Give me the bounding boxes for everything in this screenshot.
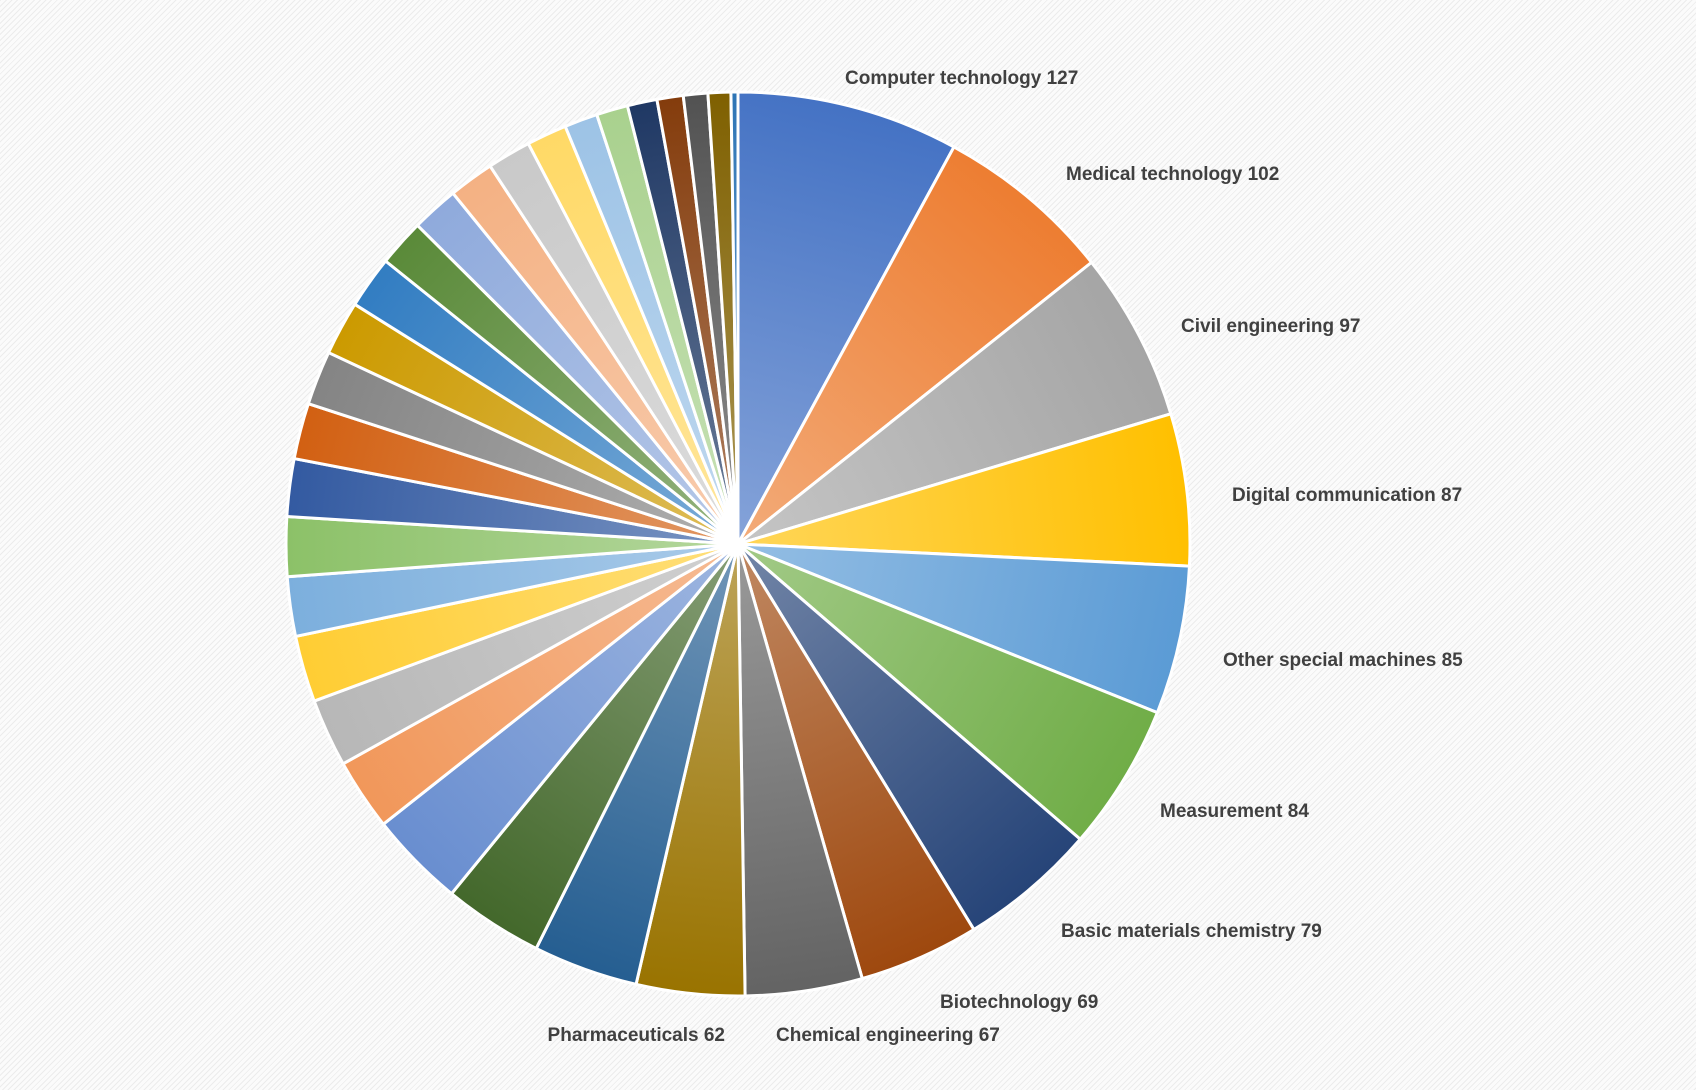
labels-layer: Computer technology 127 Medical technolog… [548,68,1464,1046]
pie-slice-measurement [736,542,1159,841]
slices-layer [284,90,1192,998]
data-label-digital-communication: Digital communication 87 [1232,485,1462,506]
pie-slice-digital-communication [736,412,1192,568]
data-label-measurement: Measurement 84 [1160,801,1309,822]
data-label-medical-technology: Medical technology 102 [1066,164,1279,185]
data-label-other-special-machines: Other special machines 85 [1223,650,1463,671]
pie-slice-medical-technology [736,145,1094,546]
data-label-chemical-engineering: Chemical engineering 67 [776,1025,1000,1046]
data-label-computer-technology: Computer technology 127 [845,68,1078,89]
pie-slice-other-special-machines [736,542,1191,715]
data-label-civil-engineering: Civil engineering 97 [1181,316,1361,337]
data-label-basic-materials-chemistry: Basic materials chemistry 79 [1061,921,1322,942]
data-label-biotechnology: Biotechnology 69 [940,992,1098,1013]
pie-slice-civil-engineering [736,260,1173,546]
data-label-pharmaceuticals: Pharmaceuticals 62 [548,1025,725,1046]
pie-slice-computer-technology [736,90,956,546]
pie-slice-unlabeled-34 [729,90,740,546]
